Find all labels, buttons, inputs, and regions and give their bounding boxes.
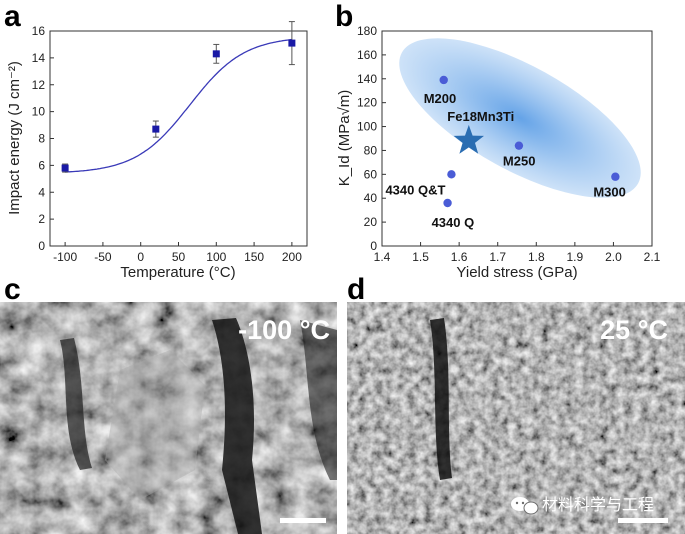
x-tick-label-b: 1.7 bbox=[489, 250, 506, 264]
x-tick-label-b: 2.0 bbox=[605, 250, 622, 264]
x-tick-label-b: 2.1 bbox=[644, 250, 661, 264]
star-marker-b bbox=[453, 124, 484, 154]
y-tick-label-a: 12 bbox=[32, 78, 46, 92]
x-tick-label-b: 1.6 bbox=[451, 250, 468, 264]
y-tick-label-a: 14 bbox=[32, 51, 46, 65]
y-tick-label-b: 60 bbox=[364, 167, 378, 181]
temperature-label-c: -100 °C bbox=[238, 315, 330, 345]
panel-letter-c: c bbox=[4, 273, 21, 306]
scale-bar-c bbox=[280, 518, 326, 523]
y-tick-label-b: 160 bbox=[357, 48, 377, 62]
x-tick-label-b: 1.9 bbox=[567, 250, 584, 264]
y-axis-title-b: K_Id (MPa√m) bbox=[336, 90, 353, 187]
panel-letter-b: b bbox=[335, 0, 353, 33]
y-tick-label-b: 140 bbox=[357, 72, 377, 86]
point-label-b: 4340 Q bbox=[432, 215, 475, 230]
y-tick-label-b: 20 bbox=[364, 215, 378, 229]
x-tick-label-a: 150 bbox=[244, 250, 264, 264]
point-label-b: M250 bbox=[503, 154, 536, 169]
data-point-b bbox=[611, 172, 620, 181]
scale-bar-d bbox=[618, 518, 668, 523]
watermark-text: 材料科学与工程 bbox=[542, 495, 654, 514]
x-tick-label-a: -100 bbox=[53, 250, 77, 264]
point-label-b: 4340 Q&T bbox=[385, 182, 445, 197]
y-tick-label-a: 0 bbox=[38, 239, 45, 253]
y-tick-label-a: 16 bbox=[32, 24, 46, 38]
data-point-a bbox=[61, 164, 69, 172]
y-tick-label-b: 180 bbox=[357, 24, 377, 38]
data-point-b bbox=[443, 198, 452, 208]
y-tick-label-a: 4 bbox=[38, 185, 45, 199]
chart-b: 0 20 40 60 80 100 120 140 160 180 1.4 1.5 1.6 1.7 1.8… bbox=[336, 24, 661, 281]
y-tick-label-b: 120 bbox=[357, 96, 377, 110]
y-ticks-a: 0 2 4 6 8 10 12 14 16 bbox=[32, 24, 54, 253]
fracture-crack-c bbox=[212, 318, 262, 534]
data-point-b bbox=[447, 170, 456, 179]
y-tick-label-a: 2 bbox=[38, 212, 45, 226]
x-tick-label-b: 1.4 bbox=[374, 250, 391, 264]
panel-letter-a: a bbox=[4, 0, 21, 33]
y-ticks-b: 0 20 40 60 80 100 120 140 160 180 bbox=[357, 24, 386, 253]
panel-letter-d: d bbox=[347, 273, 365, 306]
x-ticks-a: -100 -50 0 50 100 150 200 bbox=[53, 242, 302, 264]
x-tick-label-a: 200 bbox=[282, 250, 302, 264]
y-tick-label-b: 40 bbox=[364, 191, 378, 205]
x-tick-label-a: 100 bbox=[206, 250, 226, 264]
y-tick-label-a: 6 bbox=[38, 158, 45, 172]
y-tick-label-b: 0 bbox=[370, 239, 377, 253]
y-tick-label-b: 80 bbox=[364, 143, 378, 157]
data-point-a bbox=[288, 39, 296, 47]
x-tick-label-a: 50 bbox=[172, 250, 186, 264]
highlight-region-b bbox=[399, 38, 641, 198]
data-point-b bbox=[439, 75, 448, 85]
temperature-label-d: 25 °C bbox=[600, 315, 668, 345]
x-tick-label-a: -50 bbox=[94, 250, 112, 264]
watermark-logo bbox=[511, 497, 539, 515]
data-point-a bbox=[152, 125, 160, 133]
point-label-b: M200 bbox=[424, 91, 457, 106]
y-axis-title-a: Impact energy (J cm⁻²) bbox=[6, 61, 23, 215]
y-tick-label-b: 100 bbox=[357, 120, 377, 134]
data-point-b bbox=[514, 141, 524, 150]
points-a bbox=[61, 21, 296, 173]
plot-frame-a bbox=[49, 30, 308, 247]
fit-curve-a bbox=[65, 38, 292, 173]
star-label-b: Fe18Mn3Ti bbox=[447, 109, 514, 124]
x-axis-title-a: Temperature (°C) bbox=[120, 264, 235, 281]
y-tick-label-a: 8 bbox=[38, 132, 45, 146]
points-b: M200 M250 M300 4340 Q&T 4340 Q Fe18Mn3Ti bbox=[385, 75, 626, 230]
micrograph-c: -100 °C bbox=[0, 302, 337, 534]
point-label-b: M300 bbox=[593, 185, 626, 200]
data-point-a bbox=[212, 50, 220, 58]
facet-c bbox=[105, 350, 205, 500]
fracture-crack-d bbox=[430, 318, 452, 480]
chart-a: 0 2 4 6 8 10 12 14 16 -100 -50 0 50 100 150 200 Temper… bbox=[6, 21, 308, 281]
x-tick-label-b: 1.8 bbox=[528, 250, 545, 264]
x-axis-title-b: Yield stress (GPa) bbox=[456, 264, 577, 281]
plot-frame-b bbox=[381, 30, 653, 247]
x-tick-label-a: 0 bbox=[137, 250, 144, 264]
x-ticks-b: 1.4 1.5 1.6 1.7 1.8 1.9 2.0 2.1 bbox=[374, 242, 661, 264]
micrograph-d: 25 °C 材料科学与工程 bbox=[347, 302, 685, 534]
y-tick-label-a: 10 bbox=[32, 105, 46, 119]
x-tick-label-b: 1.5 bbox=[412, 250, 429, 264]
